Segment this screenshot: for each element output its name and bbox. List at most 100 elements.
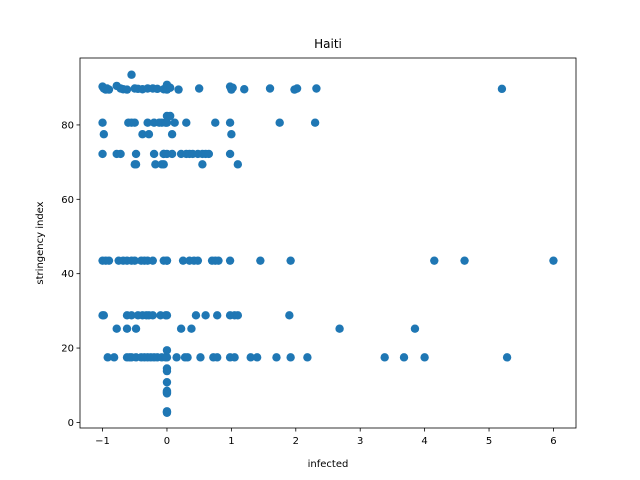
data-point (143, 118, 152, 127)
data-point (148, 311, 157, 320)
data-point (162, 353, 172, 362)
data-point (144, 130, 154, 139)
x-tick-label: 6 (550, 436, 556, 447)
data-point (109, 353, 119, 362)
y-tick-label: 20 (61, 344, 74, 355)
data-point (162, 408, 172, 417)
data-point (149, 149, 159, 159)
data-point (194, 84, 204, 93)
data-point (165, 111, 175, 121)
data-point (130, 256, 139, 265)
data-point (502, 353, 512, 362)
x-tick-label: −1 (95, 436, 110, 447)
data-point (225, 256, 235, 265)
y-tick-label: 40 (61, 269, 74, 280)
data-point (225, 118, 235, 127)
y-tick-label: 60 (61, 195, 74, 206)
data-point (399, 353, 409, 362)
data-point (227, 130, 236, 139)
data-point (176, 324, 186, 333)
data-point (549, 256, 558, 265)
chart-title: Haiti (314, 37, 342, 51)
data-point (335, 324, 344, 333)
data-point (170, 118, 179, 127)
y-axis-ticks: 0 20 40 60 80 (61, 120, 80, 429)
data-point (162, 149, 172, 159)
data-point (98, 118, 107, 127)
x-tick-label: 5 (486, 436, 492, 447)
data-point (165, 83, 175, 92)
y-axis-label: stringency index (35, 201, 46, 284)
data-point (178, 256, 188, 265)
data-point (130, 118, 139, 127)
data-point (380, 353, 389, 362)
data-point (285, 311, 294, 320)
data-point (99, 130, 109, 139)
y-tick-label: 80 (61, 120, 74, 131)
data-point (162, 346, 172, 355)
data-point (98, 149, 107, 159)
data-point (99, 311, 109, 320)
data-point (153, 84, 162, 94)
data-point (187, 324, 196, 333)
data-point (303, 353, 312, 362)
data-point (159, 160, 168, 169)
data-point (460, 256, 469, 265)
data-point (191, 311, 201, 320)
data-point (162, 366, 172, 376)
data-point (138, 130, 147, 139)
data-point (104, 85, 114, 94)
data-point (275, 118, 284, 127)
data-point (410, 324, 420, 333)
data-point (430, 256, 439, 265)
data-point (240, 85, 249, 94)
data-point (122, 85, 132, 94)
data-point (252, 353, 262, 362)
data-point (174, 85, 183, 94)
x-axis-ticks: −1 0 1 2 3 4 5 6 (95, 428, 557, 447)
data-point (151, 160, 160, 169)
data-point (246, 353, 255, 362)
x-tick-label: 1 (228, 436, 234, 447)
data-point (233, 160, 243, 169)
data-point (162, 378, 172, 387)
x-tick-label: 3 (357, 436, 363, 447)
data-point (127, 70, 136, 79)
data-point (312, 84, 321, 93)
x-tick-label: 0 (164, 436, 170, 447)
x-tick-label: 2 (293, 436, 299, 447)
data-point (272, 353, 281, 362)
data-point (162, 256, 172, 265)
data-point (162, 118, 172, 127)
data-point (420, 353, 429, 362)
data-point (204, 149, 214, 159)
data-point (225, 149, 235, 159)
plot-frame (79, 57, 577, 429)
data-point (162, 311, 172, 320)
data-point (127, 311, 136, 320)
data-point (233, 311, 243, 320)
data-point (131, 160, 141, 169)
data-point (213, 353, 222, 362)
data-point (104, 256, 114, 265)
data-point (131, 149, 141, 159)
data-points (98, 70, 558, 417)
x-tick-label: 4 (421, 436, 427, 447)
data-point (198, 160, 207, 169)
data-point (265, 84, 275, 93)
data-point (211, 118, 220, 127)
data-point (497, 84, 507, 94)
data-point (116, 149, 125, 159)
data-point (196, 353, 205, 362)
data-point (162, 387, 172, 396)
data-point (167, 130, 177, 139)
data-point (193, 256, 203, 265)
data-point (256, 256, 265, 265)
data-point (122, 324, 132, 333)
data-point (131, 324, 141, 333)
data-point (182, 118, 191, 127)
data-point (172, 353, 181, 362)
data-point (213, 311, 222, 320)
